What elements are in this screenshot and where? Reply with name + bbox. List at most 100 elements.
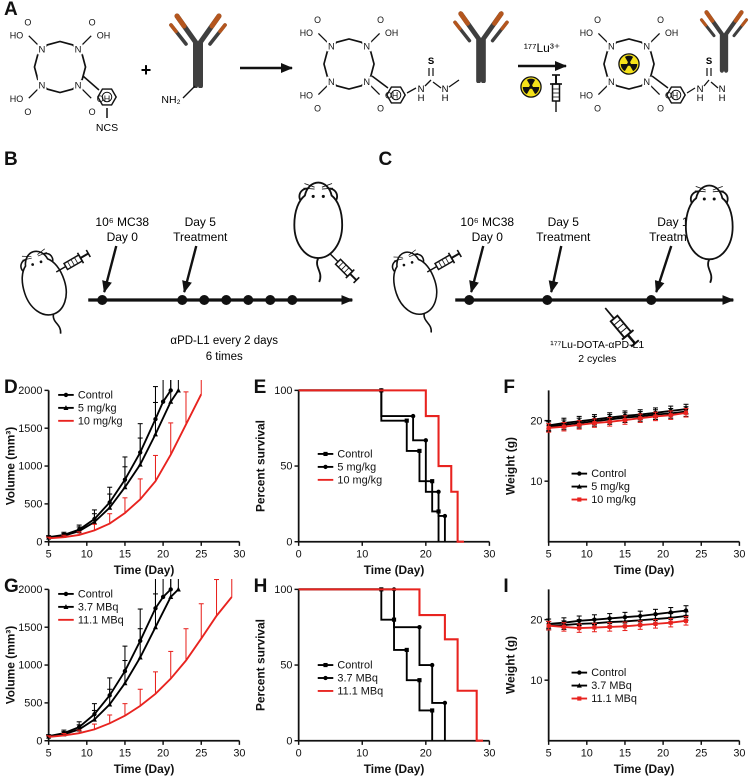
y-axis-ticks: 0 500 1000 1500 2000 <box>19 385 50 548</box>
panel-label-b: B <box>4 149 18 170</box>
axes <box>547 390 740 543</box>
chart-panel-g: G 5 10 15 20 25 30 0 500 1000 1500 2000 Time (Day) V… <box>0 577 250 776</box>
svg-text:10: 10 <box>530 675 542 687</box>
x-axis-ticks: 5 10 15 20 25 30 <box>46 740 246 759</box>
mouse-right <box>684 184 734 284</box>
x-axis-label: Time (Day) <box>114 563 175 577</box>
y-axis-label: Volume (mm³) <box>4 626 18 705</box>
schedule-row: B 10⁶ MC38 Day 0 Day 5 Treatment αPD-L1 … <box>0 150 749 378</box>
weight-chart-rit: 5 10 15 20 25 30 10 20 Time (Day) Weight (g) Contr… <box>499 579 749 776</box>
panel-label-f: F <box>503 377 515 398</box>
x-axis-label: Time (Day) <box>364 563 425 577</box>
chart-F-svg: 5 10 15 20 25 30 10 20 Time (Day) Weight (g) Contr… <box>503 390 745 577</box>
series-11-1-mbq <box>545 616 689 633</box>
treatment-label-line1: Day 5 <box>185 215 217 229</box>
x-axis-label: Time (Day) <box>364 762 425 776</box>
chart-I-svg: 5 10 15 20 25 30 10 20 Time (Day) Weight (g) Contr… <box>503 589 745 776</box>
svg-text:5: 5 <box>46 548 52 560</box>
atom-h: H <box>442 93 449 104</box>
svg-text:1500: 1500 <box>19 423 43 435</box>
svg-text:Control: Control <box>78 390 113 402</box>
svg-text:5: 5 <box>545 548 551 560</box>
x-axis-ticks: 0 10 20 30 <box>296 740 496 759</box>
mouse-right <box>293 181 344 283</box>
chart-panel-f: F 5 10 15 20 25 30 10 20 Time (Day) Weight (g) Con… <box>499 378 749 577</box>
chart-D-svg: 5 10 15 20 25 30 0 500 1000 1500 2000 Time (Day) Vol… <box>4 380 246 577</box>
svg-text:20: 20 <box>657 747 669 759</box>
svg-text:10: 10 <box>81 548 93 560</box>
y-axis-ticks: 0 50 100 <box>274 584 299 747</box>
svg-text:50: 50 <box>280 660 292 672</box>
svg-text:1500: 1500 <box>19 622 43 634</box>
y-axis-label: Percent survival <box>254 619 268 711</box>
svg-text:10 mg/kg: 10 mg/kg <box>591 494 636 506</box>
svg-text:20: 20 <box>420 548 432 560</box>
x-axis-label: Time (Day) <box>614 563 675 577</box>
chart-row-1: D 5 10 15 20 25 30 0 500 1000 1500 2000 Time (Day) V… <box>0 378 749 577</box>
svg-text:30: 30 <box>733 548 745 560</box>
svg-text:11.1 MBq: 11.1 MBq <box>591 693 637 705</box>
x-axis-ticks: 0 10 20 30 <box>296 541 496 560</box>
svg-text:10 mg/kg: 10 mg/kg <box>78 415 123 427</box>
svg-text:100: 100 <box>274 385 292 397</box>
injection-label-line2: Day 0 <box>107 230 139 244</box>
svg-text:3.7 MBq: 3.7 MBq <box>78 601 119 613</box>
svg-text:1000: 1000 <box>19 461 43 473</box>
thiourea-linker-1: N H S N H <box>406 56 460 104</box>
svg-text:25: 25 <box>695 548 707 560</box>
svg-text:25: 25 <box>695 747 707 759</box>
x-axis-label: Time (Day) <box>614 762 675 776</box>
y-axis-ticks: 0 50 100 <box>274 385 299 548</box>
svg-text:10: 10 <box>581 747 593 759</box>
series-10-mg-kg <box>46 380 203 540</box>
chart-E-svg: 0 10 20 30 0 50 100 Time (Day) Percent survival C… <box>254 385 496 577</box>
svg-text:5 mg/kg: 5 mg/kg <box>338 462 377 474</box>
weight-chart-pdl1: 5 10 15 20 25 30 10 20 Time (Day) Weight (g) Contr… <box>499 380 749 577</box>
svg-text:3.7 MBq: 3.7 MBq <box>591 680 632 692</box>
svg-text:15: 15 <box>119 747 131 759</box>
panel-label-i: I <box>503 575 509 597</box>
svg-text:20: 20 <box>530 415 542 427</box>
schedule-caption-line1: αPD-L1 every 2 days <box>170 335 278 347</box>
svg-text:1000: 1000 <box>19 660 43 672</box>
y-axis-label: Percent survival <box>254 420 268 512</box>
panel-label-g: G <box>4 575 19 597</box>
plus-sign: + <box>141 60 152 80</box>
svg-text:20: 20 <box>158 548 170 560</box>
nh2-label: NH₂ <box>161 94 180 106</box>
antibody-1 <box>171 16 225 86</box>
series-11-1-mbq <box>298 588 484 742</box>
series-11-1-mbq <box>46 578 233 738</box>
axes <box>547 589 740 742</box>
arrow-day0 <box>468 245 484 293</box>
survival-chart-rit: 0 10 20 30 0 50 100 Time (Day) Percent survival C… <box>250 579 500 776</box>
panel-c-drawing: 10⁶ MC38 Day 0 Day 5 Treatment Day 12 Tr… <box>383 184 734 365</box>
survival-chart-pdl1: 0 10 20 30 0 50 100 Time (Day) Percent survival C… <box>250 380 500 577</box>
panel-a-synthesis-scheme: A N N N <box>0 0 749 150</box>
chart-row-2: G 5 10 15 20 25 30 0 500 1000 1500 2000 Time (Day) V… <box>0 577 749 776</box>
panel-label-e: E <box>253 377 267 398</box>
svg-text:10: 10 <box>581 548 593 560</box>
svg-text:20: 20 <box>158 747 170 759</box>
svg-text:15: 15 <box>119 548 131 560</box>
panel-label-a: A <box>4 0 18 20</box>
panel-label-c: C <box>378 149 393 170</box>
svg-text:20: 20 <box>420 747 432 759</box>
atom-n: N <box>697 84 704 95</box>
panel-label-h: H <box>253 575 268 597</box>
panel-b-drawing: 10⁶ MC38 Day 0 Day 5 Treatment αPD-L1 ev… <box>12 181 362 363</box>
radioactivity-icon-chelated <box>618 53 640 75</box>
series-5-mg-kg <box>46 380 182 540</box>
dota-structure-1 <box>8 15 112 120</box>
svg-text:10: 10 <box>81 747 93 759</box>
dota-structure-2 <box>298 13 400 116</box>
svg-text:2000: 2000 <box>19 584 43 596</box>
svg-text:20: 20 <box>657 548 669 560</box>
arrow-day12 <box>654 245 672 293</box>
y-axis-label: Volume (mm³) <box>4 427 18 506</box>
svg-text:0: 0 <box>287 536 293 548</box>
